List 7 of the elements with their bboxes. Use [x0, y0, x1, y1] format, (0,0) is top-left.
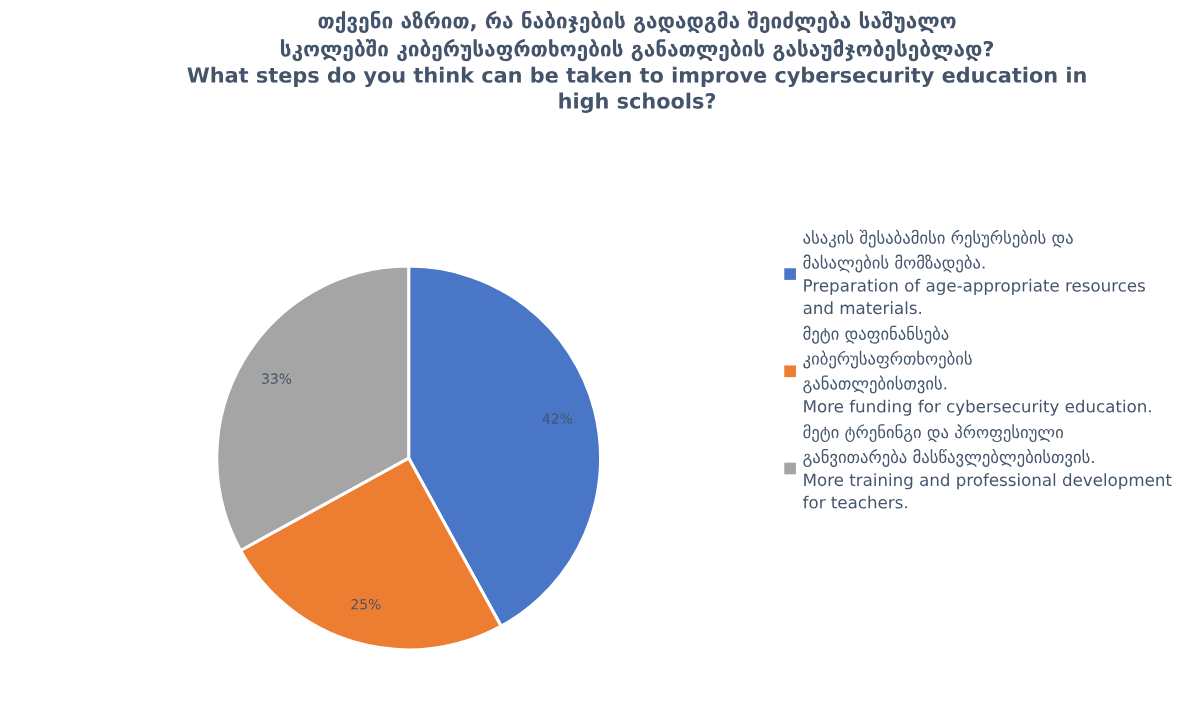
legend-label: ასაკის შესაბამისი რესურსების და მასალების მომზადება. Preparation of age-appropriate resources and materials. [803, 229, 1145, 315]
data-label: 25% [351, 598, 381, 610]
legend-label: მეტი ტრენინგი და პროფესიული განვითარება მასწავლებლებისთვის. More training and professional development for teachers. [803, 424, 1172, 509]
chart-title: თქვენი აზრით, რა ნაბიჯების გადადგმა შეიძლება საშუალო სკოლებში კიბერუსაფრთხოების განათლების გასაუმჯობესებლად? What steps do you think can be taken to improve cybersecurity education in high schools? [187, 10, 1086, 113]
data-label: 42% [542, 413, 573, 424]
data-label: 33% [262, 373, 292, 384]
legend-label: მეტი დაფინანსება კიბერუსაფრთხოების განათლებისთვის. More funding for cybersecurity education. [803, 325, 1151, 416]
